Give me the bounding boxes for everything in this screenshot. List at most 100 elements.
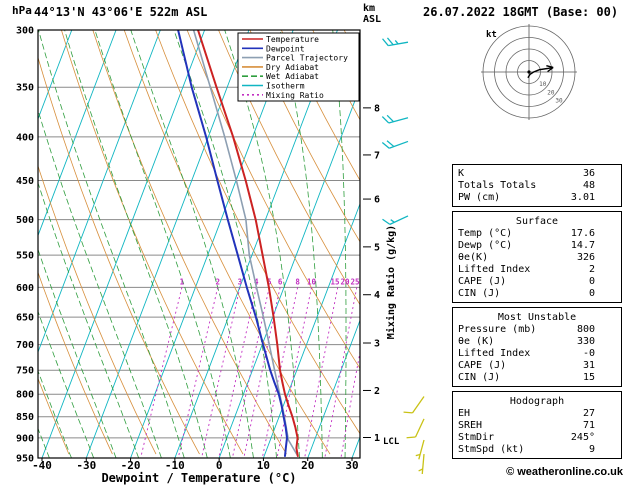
surface-box: Surface Temp (°C) 17.6 Dewp (°C) 14.7 θe… — [452, 211, 622, 303]
pressure-tick-label: 750 — [16, 366, 34, 377]
mixing-ratio-label: 2 — [215, 277, 220, 286]
km-tick-label: 8 — [374, 103, 380, 114]
temperature-tick-label: -10 — [165, 459, 185, 472]
temperature-tick-label: 30 — [345, 459, 358, 472]
stat-row: Totals Totals 48 — [453, 180, 621, 192]
surface-box-title: Surface — [515, 216, 559, 227]
km-tick-label: 2 — [374, 386, 380, 397]
stat-value: -0 — [582, 348, 595, 359]
stat-label: θe (K) — [458, 336, 495, 347]
altitude-axis-unit: km ASL — [363, 3, 381, 25]
temperature-tick-label: -30 — [76, 459, 96, 472]
pressure-tick-label: 600 — [16, 283, 34, 294]
pressure-tick-label: 950 — [16, 454, 34, 465]
x-axis-title: Dewpoint / Temperature (°C) — [101, 471, 297, 485]
mixing-ratio-label: 10 — [307, 277, 317, 286]
stat-label: Pressure (mb) — [458, 324, 537, 335]
stat-row: Dewp (°C) 14.7 — [453, 240, 621, 252]
legend-label: Parcel Trajectory — [266, 54, 348, 63]
stat-row: EH 27 — [453, 408, 621, 420]
stat-row: Temp (°C) 17.6 — [453, 228, 621, 240]
mixing-ratio-labels: 1 2 3 4 5 6 8 10 15 20 25 — [180, 277, 360, 286]
stat-value: 0 — [588, 288, 595, 299]
stat-label: Dewp (°C) — [458, 240, 513, 251]
stat-row: CIN (J) 15 — [453, 372, 621, 384]
mixing-ratio-label: 3 — [238, 277, 243, 286]
stat-value: 245° — [570, 432, 595, 443]
stat-value: 2 — [588, 264, 595, 275]
pressure-axis-unit: hPa — [12, 4, 32, 17]
stat-value: 15 — [582, 372, 595, 383]
mixing-ratio-label: 8 — [295, 277, 300, 286]
mixing-ratio-label: 20 — [340, 277, 350, 286]
stat-value: 3.01 — [570, 192, 595, 203]
temperature-tick-label: 20 — [301, 459, 314, 472]
stat-label: PW (cm) — [458, 192, 501, 203]
stat-row: θe(K) 326 — [453, 252, 621, 264]
stat-label: CAPE (J) — [458, 276, 507, 287]
dewpoint-curve — [177, 30, 288, 457]
stat-row: K 36 — [453, 168, 621, 180]
mixing-ratio-label: 25 — [350, 277, 359, 286]
temperature-axis-labels: -40 -30 -20 -10 0 10 20 30 — [32, 458, 359, 472]
stat-value: 9 — [588, 444, 595, 455]
stat-row: PW (cm) 3.01 — [453, 192, 621, 204]
stat-label: Lifted Index — [458, 348, 531, 359]
km-tick-label: 3 — [374, 339, 380, 350]
dry-adiabat-lines — [38, 30, 360, 455]
stat-value: 326 — [576, 252, 595, 263]
hodograph-unit-label: kt — [486, 30, 497, 40]
legend-label: Dewpoint — [266, 44, 305, 53]
pressure-tick-label: 900 — [16, 433, 34, 444]
most-unstable-box: Most Unstable Pressure (mb) 800 θe (K) 3… — [452, 307, 622, 387]
stat-label: CIN (J) — [458, 288, 501, 299]
stat-label: CIN (J) — [458, 372, 501, 383]
temperature-tick-label: -20 — [121, 459, 141, 472]
pressure-tick-label: 450 — [16, 176, 34, 187]
legend-label: Temperature — [266, 35, 319, 44]
temperature-tick-label: 0 — [216, 459, 223, 472]
temperature-curve — [197, 30, 299, 457]
pressure-tick-label: 300 — [16, 26, 34, 37]
km-tick-label: 5 — [374, 242, 380, 253]
stat-label: SREH — [458, 420, 483, 431]
plot-border — [37, 29, 361, 459]
stat-label: K — [458, 168, 465, 179]
stat-row: CAPE (J) 0 — [453, 276, 621, 288]
legend-label: Dry Adiabat — [266, 63, 319, 72]
mixing-ratio-lines — [140, 287, 360, 458]
stat-value: 48 — [582, 180, 595, 191]
stat-label: EH — [458, 408, 471, 419]
pressure-tick-label: 400 — [16, 132, 34, 143]
km-tick-label: 7 — [374, 150, 380, 161]
temperature-tick-label: -40 — [32, 459, 52, 472]
stat-row: Pressure (mb) 800 — [453, 324, 621, 336]
most-unstable-box-title: Most Unstable — [497, 312, 577, 323]
km-tick-label: 1 — [374, 433, 380, 444]
lcl-label: LCL — [383, 437, 400, 447]
stat-value: 17.6 — [570, 228, 595, 239]
stat-value: 27 — [582, 408, 595, 419]
mixing-ratio-label: 1 — [180, 277, 185, 286]
pressure-tick-label: 650 — [16, 313, 34, 324]
stat-value: 800 — [576, 324, 595, 335]
km-tick-label: 6 — [374, 195, 380, 206]
stat-label: StmDir — [458, 432, 495, 443]
stat-row: CAPE (J) 31 — [453, 360, 621, 372]
legend-label: Isotherm — [266, 82, 305, 91]
stat-row: SREH 71 — [453, 420, 621, 432]
hodograph-box: Hodograph EH 27 SREH 71 StmDir 245° StmS… — [452, 391, 622, 459]
mixing-ratio-label: 15 — [330, 277, 339, 286]
indices-panel: K 36 Totals Totals 48 PW (cm) 3.01 Surfa… — [452, 164, 622, 463]
mixing-ratio-label: 6 — [278, 277, 283, 286]
stat-value: 71 — [582, 420, 595, 431]
stat-row: θe (K) 330 — [453, 336, 621, 348]
km-axis: 1 2 3 4 5 6 7 8 LCL — [363, 103, 400, 447]
stat-row: Lifted Index 2 — [453, 264, 621, 276]
wind-barbs-upper — [381, 37, 409, 225]
hodograph-ring-label: 10 — [539, 81, 547, 88]
